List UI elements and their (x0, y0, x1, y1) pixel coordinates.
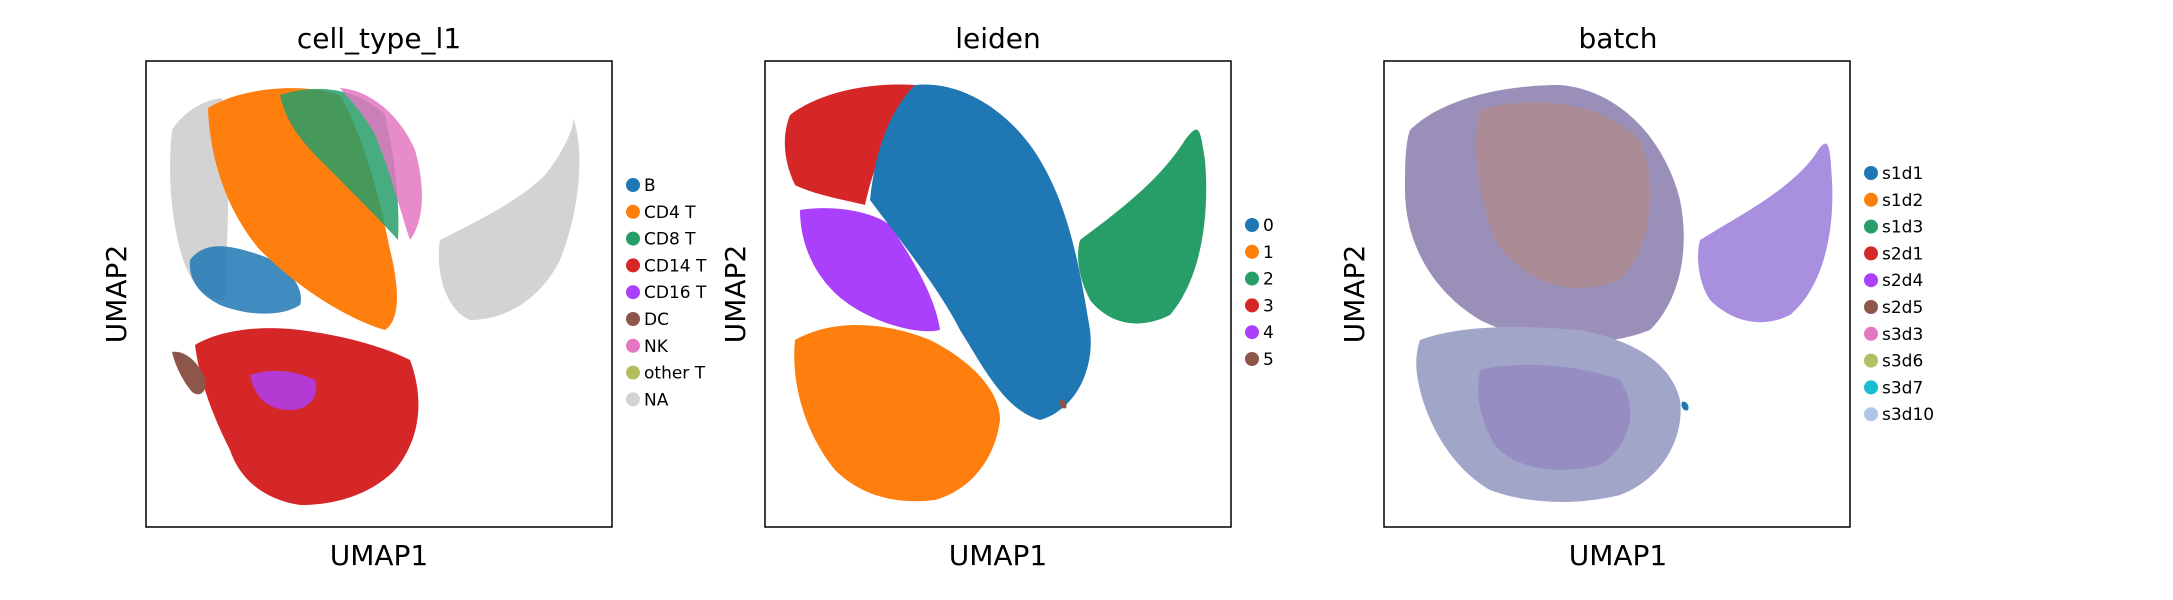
legend-marker (1864, 353, 1878, 368)
legend-label: s2d5 (1882, 298, 1923, 318)
region-cluster-4 (800, 208, 940, 332)
region-dc (172, 351, 206, 395)
point-cloud (1405, 85, 1833, 502)
legend-label: B (644, 176, 656, 196)
legend: 0 1 2 3 4 5 (1245, 216, 1274, 370)
legend-marker (626, 285, 640, 300)
region-mixed-bottom-core (1478, 364, 1631, 470)
legend-marker (1864, 246, 1878, 261)
panel-batch: batch UMAP1 UMAP2 s1d1 s1d2 s1d3 s2d1 s2d4 s2… (1338, 22, 1934, 572)
legend-label: s2d1 (1882, 244, 1923, 264)
legend-marker (1245, 244, 1259, 259)
legend-marker (1864, 326, 1878, 341)
panel-cell-type: cell_type_l1 UMAP1 UMAP2 B CD4 T CD8 T CD14… (100, 22, 707, 572)
legend-marker (1245, 218, 1259, 232)
legend-marker (1864, 166, 1878, 180)
legend-label: 1 (1263, 243, 1274, 263)
legend-label: s1d1 (1882, 164, 1923, 184)
legend-marker (1245, 352, 1259, 366)
region-na-right (438, 118, 580, 320)
region-cluster-3 (784, 84, 915, 205)
region-mixed-right (1698, 143, 1833, 323)
legend-marker (626, 392, 640, 407)
panel-title: cell_type_l1 (297, 22, 461, 55)
legend-marker (1864, 192, 1878, 207)
legend-marker (1864, 219, 1878, 234)
legend-marker (1245, 298, 1259, 313)
region-cluster-5 (1059, 399, 1067, 409)
region-b (189, 246, 301, 314)
region-cluster-2 (1078, 129, 1207, 324)
panel-title: batch (1578, 22, 1657, 55)
legend-marker (1245, 271, 1259, 286)
legend-label: 4 (1263, 323, 1274, 343)
panel-title: leiden (955, 22, 1041, 55)
y-axis-label: UMAP2 (719, 245, 752, 344)
legend: B CD4 T CD8 T CD14 T CD16 T DC NK other T NA (626, 176, 707, 410)
legend-label: 2 (1263, 270, 1274, 290)
legend-label: 3 (1263, 296, 1274, 316)
legend-label: 5 (1263, 350, 1274, 370)
legend-marker (626, 204, 640, 219)
y-axis-label: UMAP2 (100, 245, 133, 344)
region-cd14 (195, 328, 419, 505)
legend-label: other T (644, 364, 706, 384)
point-cloud (170, 88, 580, 505)
plot-frame (1383, 60, 1851, 528)
y-axis-label: UMAP2 (1338, 245, 1371, 344)
region-cluster-0 (870, 84, 1091, 421)
legend-marker (1245, 325, 1259, 340)
region-cd8 (280, 88, 399, 241)
legend-label: NA (644, 390, 669, 410)
region-cd16 (250, 370, 317, 410)
legend-label: s1d2 (1882, 191, 1923, 211)
legend-marker (626, 338, 640, 353)
legend-label: NK (644, 337, 669, 357)
legend-label: s1d3 (1882, 218, 1923, 238)
legend-marker (1864, 380, 1878, 395)
legend-marker (626, 178, 640, 192)
region-isolated-point (1681, 401, 1689, 411)
legend-label: CD16 T (644, 283, 707, 303)
legend-marker (1864, 273, 1878, 288)
plot-frame (145, 60, 613, 528)
legend-marker (1864, 300, 1878, 314)
point-cloud (784, 84, 1207, 502)
region-nk (340, 88, 422, 240)
legend-label: s3d7 (1882, 378, 1923, 398)
legend-label: CD8 T (644, 230, 696, 250)
plot-frame (764, 60, 1232, 528)
legend-marker (626, 365, 640, 380)
x-axis-label: UMAP1 (949, 539, 1048, 572)
legend-label: DC (644, 310, 669, 330)
legend-label: 0 (1263, 216, 1274, 236)
legend-label: s2d4 (1882, 271, 1923, 291)
x-axis-label: UMAP1 (1569, 539, 1668, 572)
legend-marker (626, 258, 640, 273)
legend-label: s3d3 (1882, 325, 1923, 345)
legend-marker (626, 231, 640, 246)
panel-leiden: leiden UMAP1 UMAP2 0 1 2 3 4 5 (719, 22, 1274, 572)
legend-marker (1864, 407, 1878, 422)
legend-label: CD14 T (644, 256, 707, 276)
region-mixed-center (1475, 102, 1651, 288)
region-cluster-1 (794, 325, 1000, 502)
legend-label: CD4 T (644, 203, 696, 223)
x-axis-label: UMAP1 (330, 539, 429, 572)
legend: s1d1 s1d2 s1d3 s2d1 s2d4 s2d5 s3d3 s3d6 s3d7 s3d1… (1864, 164, 1934, 425)
legend-label: s3d10 (1882, 405, 1934, 425)
legend-label: s3d6 (1882, 352, 1923, 372)
legend-marker (626, 312, 640, 326)
